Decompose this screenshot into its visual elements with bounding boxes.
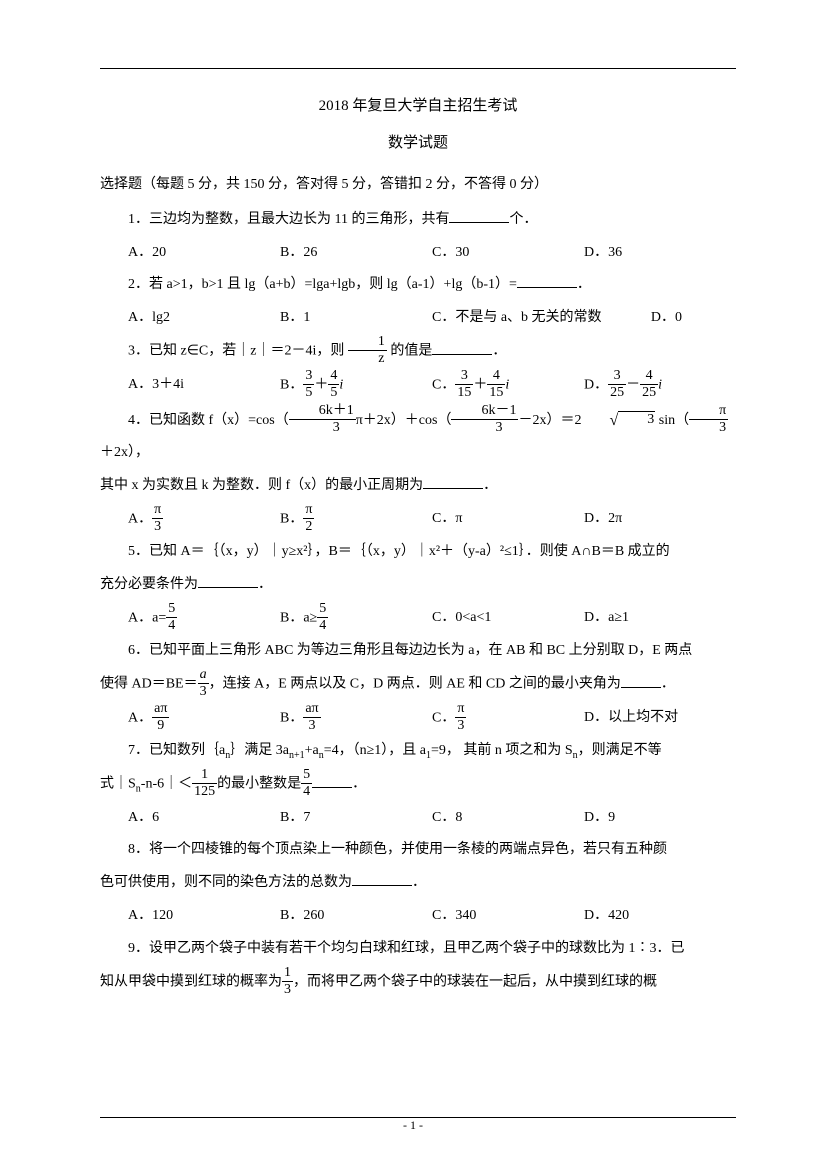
q4-optD: D．2π [584,504,736,536]
q6: 6．已知平面上三角形 ABC 为等边三角形且每边边长为 a，在 AB 和 BC … [100,636,736,667]
instructions: 选择题（每题 5 分，共 150 分，答对得 5 分，答错扣 2 分，不答得 0… [100,170,736,201]
subject-title: 数学试题 [100,127,736,160]
q7-optA: A．6 [128,803,280,834]
q2-optC: C．不是与 a、b 无关的常数 [432,303,651,334]
q5-line2: 充分必要条件为． [100,570,736,601]
blank [517,273,577,288]
q8-optC: C．340 [432,901,584,932]
q6-optB: B．aπ3 [280,703,432,735]
q3-options: A．3＋4i B．35＋45i C．315＋415i D．325－425i [100,370,736,402]
blank [449,208,509,223]
q6-optC: C．π3 [432,703,584,735]
q4-options: A．π3 B．π2 C．π D．2π [100,504,736,536]
q8-optA: A．120 [128,901,280,932]
q5: 5．已知 A＝｛（x，y）｜y≥x²｝，B＝｛（x，y）｜x²＋（y-a）²≤1… [100,537,736,568]
q7-options: A．6 B．7 C．8 D．9 [100,803,736,834]
q3-optC: C．315＋415i [432,370,584,402]
q8: 8．将一个四棱锥的每个顶点染上一种颜色，并使用一条棱的两端点异色，若只有五种颜 [100,835,736,866]
q5-optD: D．a≥1 [584,603,736,635]
q7-optC: C．8 [432,803,584,834]
page-number: - 1 - [0,1112,826,1138]
q5-options: A．a=54 B．a≥54 C．0<a<1 D．a≥1 [100,603,736,635]
q3: 3．已知 z∈C，若｜z｜＝2－4i，则 1z 的值是． [100,336,736,368]
q4-optB: B．π2 [280,504,432,536]
q4-line2: 其中 x 为实数且 k 为整数．则 f（x）的最小正周期为． [100,471,736,502]
q7-line2: 式｜Sn-n-6｜＜1125的最小整数是54． [100,769,736,801]
q6-line2: 使得 AD＝BE＝a3，连接 A，E 两点以及 C，D 两点．则 AE 和 CD… [100,669,736,701]
top-rule [100,68,736,69]
q1-optD: D．36 [584,238,736,269]
q4-optA: A．π3 [128,504,280,536]
q6-options: A．aπ9 B．aπ3 C．π3 D．以上均不对 [100,703,736,735]
q2-optD: D．0 [651,303,736,334]
page: 2018 年复旦大学自主招生考试 数学试题 选择题（每题 5 分，共 150 分… [0,0,826,1168]
q2-options: A．lg2 B．1 C．不是与 a、b 无关的常数 D．0 [100,303,736,334]
blank [423,474,483,489]
q3-optA: A．3＋4i [128,370,280,402]
content: 2018 年复旦大学自主招生考试 数学试题 选择题（每题 5 分，共 150 分… [100,90,736,998]
q5-optC: C．0<a<1 [432,603,584,635]
q1-optA: A．20 [128,238,280,269]
q5-optB: B．a≥54 [280,603,432,635]
q1: 1．三边均为整数，且最大边长为 11 的三角形，共有个． [100,205,736,236]
q3-optB: B．35＋45i [280,370,432,402]
blank [198,573,258,588]
q1-optB: B．26 [280,238,432,269]
exam-title: 2018 年复旦大学自主招生考试 [100,90,736,123]
q3-optD: D．325－425i [584,370,736,402]
q7-optD: D．9 [584,803,736,834]
q8-optD: D．420 [584,901,736,932]
blank [621,673,661,688]
q6-optA: A．aπ9 [128,703,280,735]
blank [312,773,352,788]
q8-optB: B．260 [280,901,432,932]
frac: 1z [348,335,387,366]
q5-optA: A．a=54 [128,603,280,635]
q4: 4．已知函数 f（x）=cos（6k＋13π＋2x）＋cos（6k－13－2x）… [100,403,736,469]
blank [352,871,412,886]
q7: 7．已知数列｛an｝满足 3an+1+an=4，（n≥1），且 a1=9， 其前… [100,736,736,767]
q2: 2．若 a>1，b>1 且 lg（a+b）=lga+lgb，则 lg（a-1）+… [100,270,736,301]
q7-optB: B．7 [280,803,432,834]
q1-options: A．20 B．26 C．30 D．36 [100,238,736,269]
q8-options: A．120 B．260 C．340 D．420 [100,901,736,932]
q9: 9．设甲乙两个袋子中装有若干个均匀白球和红球，且甲乙两个袋子中的球数比为 1∶3… [100,934,736,965]
blank [432,340,492,355]
q9-line2: 知从甲袋中摸到红球的概率为13，而将甲乙两个袋子中的球装在一起后，从中摸到红球的… [100,967,736,999]
q2-optA: A．lg2 [128,303,280,334]
q1-optC: C．30 [432,238,584,269]
q2-optB: B．1 [280,303,432,334]
q6-optD: D．以上均不对 [584,703,736,735]
q8-line2: 色可供使用，则不同的染色方法的总数为． [100,868,736,899]
q4-optC: C．π [432,504,584,536]
